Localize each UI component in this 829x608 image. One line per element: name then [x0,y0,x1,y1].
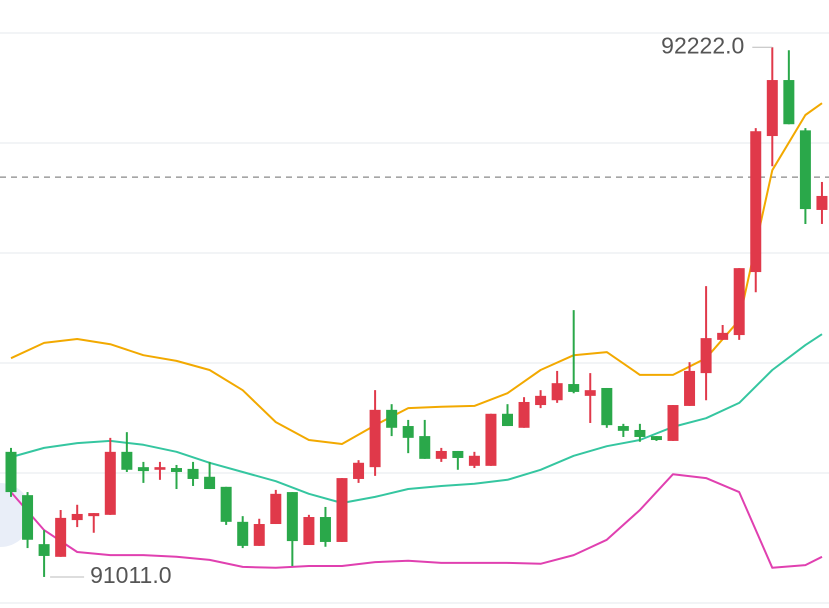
candle-body [286,492,298,542]
candle-body [402,426,414,438]
candle-body [187,468,199,479]
candle-body [502,413,513,427]
candle-body [650,436,662,441]
candle-body [22,495,34,540]
candle-body [270,493,282,525]
annotation-label: 91011.0 [90,562,171,588]
annotation-label: 92222.0 [661,32,744,58]
candle-body [121,451,133,470]
candle-body [336,478,348,542]
band-line [10,333,823,504]
candle-body [617,426,629,431]
candle-body [435,450,447,459]
candle-body [319,517,331,542]
candle-body [551,383,563,401]
candle-body [766,80,778,137]
candle-body [717,332,729,340]
grid [0,32,829,604]
candle-body [88,513,100,517]
candle-body [634,429,646,437]
candle-body [750,131,762,273]
candle-body [55,517,67,557]
candle-body [5,451,17,493]
candle-body [667,405,679,441]
candle-body [700,338,712,374]
candle-body [601,387,613,426]
candle-body [137,467,149,472]
candle-body [468,455,480,466]
candle-body [733,268,745,336]
candle-body [386,409,398,428]
candle-body [237,521,249,546]
candle-body [220,486,232,522]
candle-body [154,467,166,470]
candle-body [171,468,182,472]
candle-body [419,436,431,459]
band-line [10,102,823,445]
candle-body [369,409,381,468]
candle-body [518,401,530,428]
candle-body [353,462,365,479]
candle-body [104,451,116,515]
candle-body [799,130,811,210]
candle-body [204,476,216,490]
candle-body [71,513,83,521]
band-line [10,473,823,569]
candle-body [684,370,696,406]
candle-body [584,390,596,396]
candle-body [485,413,497,466]
candle-body [38,544,50,556]
candle-body [303,517,315,546]
candle-body [783,80,795,125]
candle-body [568,384,580,392]
candle-body [253,524,265,546]
candle-body [535,395,547,406]
candle-body [816,195,828,210]
candle-body [452,450,464,458]
